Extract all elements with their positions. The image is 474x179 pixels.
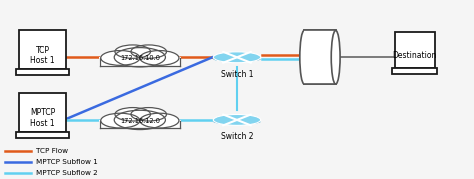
- Circle shape: [100, 113, 140, 128]
- Circle shape: [115, 45, 151, 58]
- Ellipse shape: [213, 119, 261, 125]
- Text: Switch 1: Switch 1: [221, 70, 253, 79]
- Bar: [99, 120, 181, 128]
- Bar: [19, 93, 66, 132]
- Circle shape: [114, 48, 165, 67]
- Bar: [16, 69, 69, 75]
- Ellipse shape: [331, 30, 340, 84]
- Ellipse shape: [213, 115, 261, 125]
- Ellipse shape: [213, 52, 261, 63]
- Bar: [394, 32, 435, 68]
- Circle shape: [140, 50, 179, 65]
- Text: MPTCP Subflow 1: MPTCP Subflow 1: [36, 159, 97, 165]
- Text: MPTCP Subflow 2: MPTCP Subflow 2: [36, 170, 97, 176]
- Text: 172.16.10.0: 172.16.10.0: [120, 55, 160, 61]
- Text: Destination: Destination: [392, 51, 437, 60]
- Circle shape: [114, 110, 165, 130]
- Bar: [304, 30, 336, 84]
- Text: MPTCP
Host 1: MPTCP Host 1: [30, 108, 55, 128]
- Circle shape: [131, 108, 166, 121]
- Bar: [16, 132, 69, 138]
- Ellipse shape: [300, 30, 309, 84]
- Bar: [304, 30, 336, 84]
- Circle shape: [140, 113, 179, 128]
- Bar: [99, 57, 181, 66]
- Bar: [19, 30, 66, 69]
- Circle shape: [115, 108, 151, 121]
- Text: 172.16.12.0: 172.16.12.0: [120, 118, 160, 124]
- Text: Switch 2: Switch 2: [221, 132, 253, 141]
- Text: TCP
Host 1: TCP Host 1: [30, 46, 55, 65]
- Bar: [392, 68, 438, 74]
- Text: TCP Flow: TCP Flow: [36, 148, 68, 154]
- Circle shape: [131, 45, 166, 58]
- Circle shape: [100, 50, 140, 65]
- Ellipse shape: [213, 56, 261, 62]
